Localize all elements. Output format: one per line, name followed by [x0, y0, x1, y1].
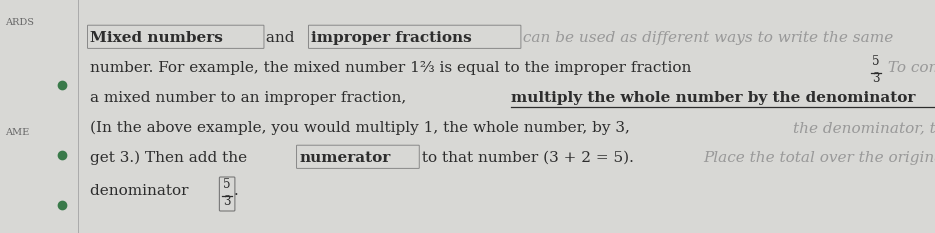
Text: numerator: numerator	[299, 151, 390, 165]
Text: a mixed number to an improper fraction,: a mixed number to an improper fraction,	[90, 91, 416, 105]
Text: improper fractions: improper fractions	[311, 31, 472, 45]
Text: To convert: To convert	[883, 61, 935, 75]
Text: to that number (3 + 2 = 5).: to that number (3 + 2 = 5).	[417, 151, 639, 165]
Text: denominator: denominator	[90, 184, 194, 198]
Text: 5: 5	[223, 178, 231, 191]
Text: multiply the whole number by the denominator: multiply the whole number by the denomin…	[511, 91, 915, 105]
Text: Mixed numbers: Mixed numbers	[90, 31, 223, 45]
Text: 3: 3	[872, 72, 880, 85]
Text: 5: 5	[872, 55, 880, 68]
Text: can be used as different ways to write the same: can be used as different ways to write t…	[518, 31, 894, 45]
Text: number. For example, the mixed number 1⅔ is equal to the improper fraction: number. For example, the mixed number 1⅔…	[90, 61, 697, 75]
Text: the denominator, to: the denominator, to	[793, 121, 935, 135]
Text: Place the total over the original: Place the total over the original	[703, 151, 935, 165]
Text: .: .	[234, 184, 238, 198]
Text: and: and	[262, 31, 300, 45]
Text: AME: AME	[5, 128, 29, 137]
Text: (In the above example, you would multiply 1, the whole number, by 3,: (In the above example, you would multipl…	[90, 121, 635, 135]
Text: 3: 3	[223, 195, 231, 208]
Text: ARDS: ARDS	[5, 18, 34, 27]
Text: get 3.) Then add the: get 3.) Then add the	[90, 151, 252, 165]
